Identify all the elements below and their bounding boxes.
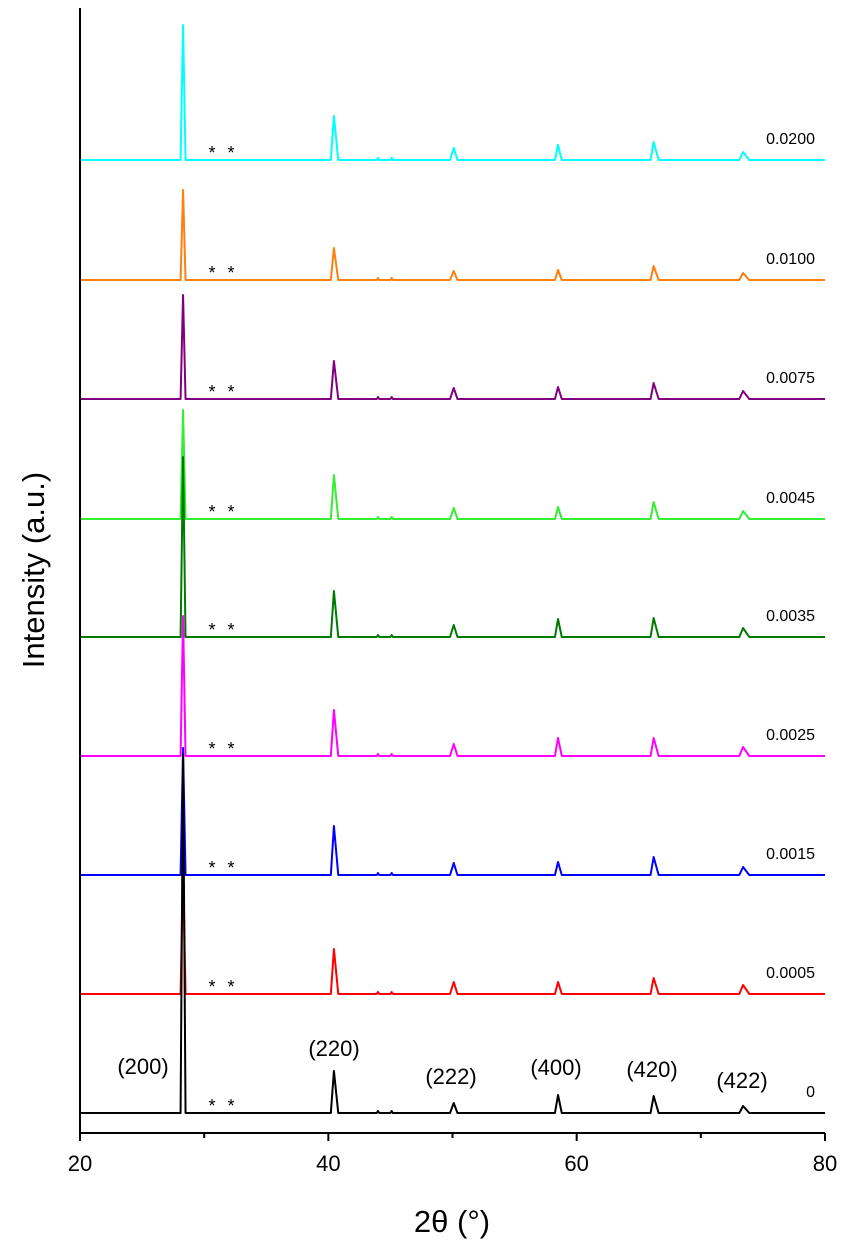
- xrd-pattern: [80, 615, 825, 757]
- peak-label: (222): [425, 1064, 476, 1089]
- impurity-marker: *: [208, 739, 215, 759]
- series-label: 0.0025: [766, 727, 815, 744]
- impurity-marker: *: [208, 977, 215, 997]
- impurity-marker: *: [227, 502, 234, 522]
- impurity-marker: *: [208, 263, 215, 283]
- peak-label: (422): [716, 1068, 767, 1093]
- x-tick-label: 60: [564, 1151, 588, 1176]
- y-axis-title: Intensity (a.u.): [16, 472, 51, 668]
- peak-label: (400): [530, 1055, 581, 1080]
- xrd-pattern: [80, 864, 825, 995]
- xrd-pattern: [80, 24, 825, 161]
- xrd-pattern: [80, 754, 825, 1114]
- impurity-marker: *: [227, 143, 234, 163]
- impurity-marker: *: [227, 977, 234, 997]
- series-label: 0.0045: [766, 490, 815, 507]
- impurity-marker: *: [208, 143, 215, 163]
- xrd-pattern: [80, 409, 825, 520]
- xrd-pattern: [80, 189, 825, 281]
- impurity-marker: *: [227, 620, 234, 640]
- series-label: 0.0035: [766, 608, 815, 625]
- xrd-pattern: [80, 294, 825, 400]
- impurity-marker: *: [227, 739, 234, 759]
- series-label: 0.0075: [766, 370, 815, 387]
- x-axis-title: 2θ (°): [414, 1204, 490, 1239]
- series-label: 0.0015: [766, 846, 815, 863]
- peak-label: (420): [626, 1057, 677, 1082]
- impurity-marker: *: [208, 1096, 215, 1116]
- impurity-marker: *: [208, 620, 215, 640]
- x-tick-label: 40: [316, 1151, 340, 1176]
- x-tick-label: 20: [68, 1151, 92, 1176]
- series-label: 0.0005: [766, 965, 815, 982]
- impurity-marker: *: [227, 1096, 234, 1116]
- xrd-pattern: [80, 747, 825, 876]
- series-label: 0.0100: [766, 251, 815, 268]
- impurity-marker: *: [227, 382, 234, 402]
- xrd-pattern: [80, 456, 825, 638]
- x-tick-label: 80: [813, 1151, 837, 1176]
- series-label: 0.0200: [766, 131, 815, 148]
- peak-label: (220): [308, 1036, 359, 1061]
- series-label: 0: [806, 1084, 815, 1101]
- peak-label: (200): [117, 1054, 168, 1079]
- impurity-marker: *: [208, 858, 215, 878]
- impurity-marker: *: [227, 263, 234, 283]
- impurity-marker: *: [208, 382, 215, 402]
- impurity-marker: *: [208, 502, 215, 522]
- impurity-marker: *: [227, 858, 234, 878]
